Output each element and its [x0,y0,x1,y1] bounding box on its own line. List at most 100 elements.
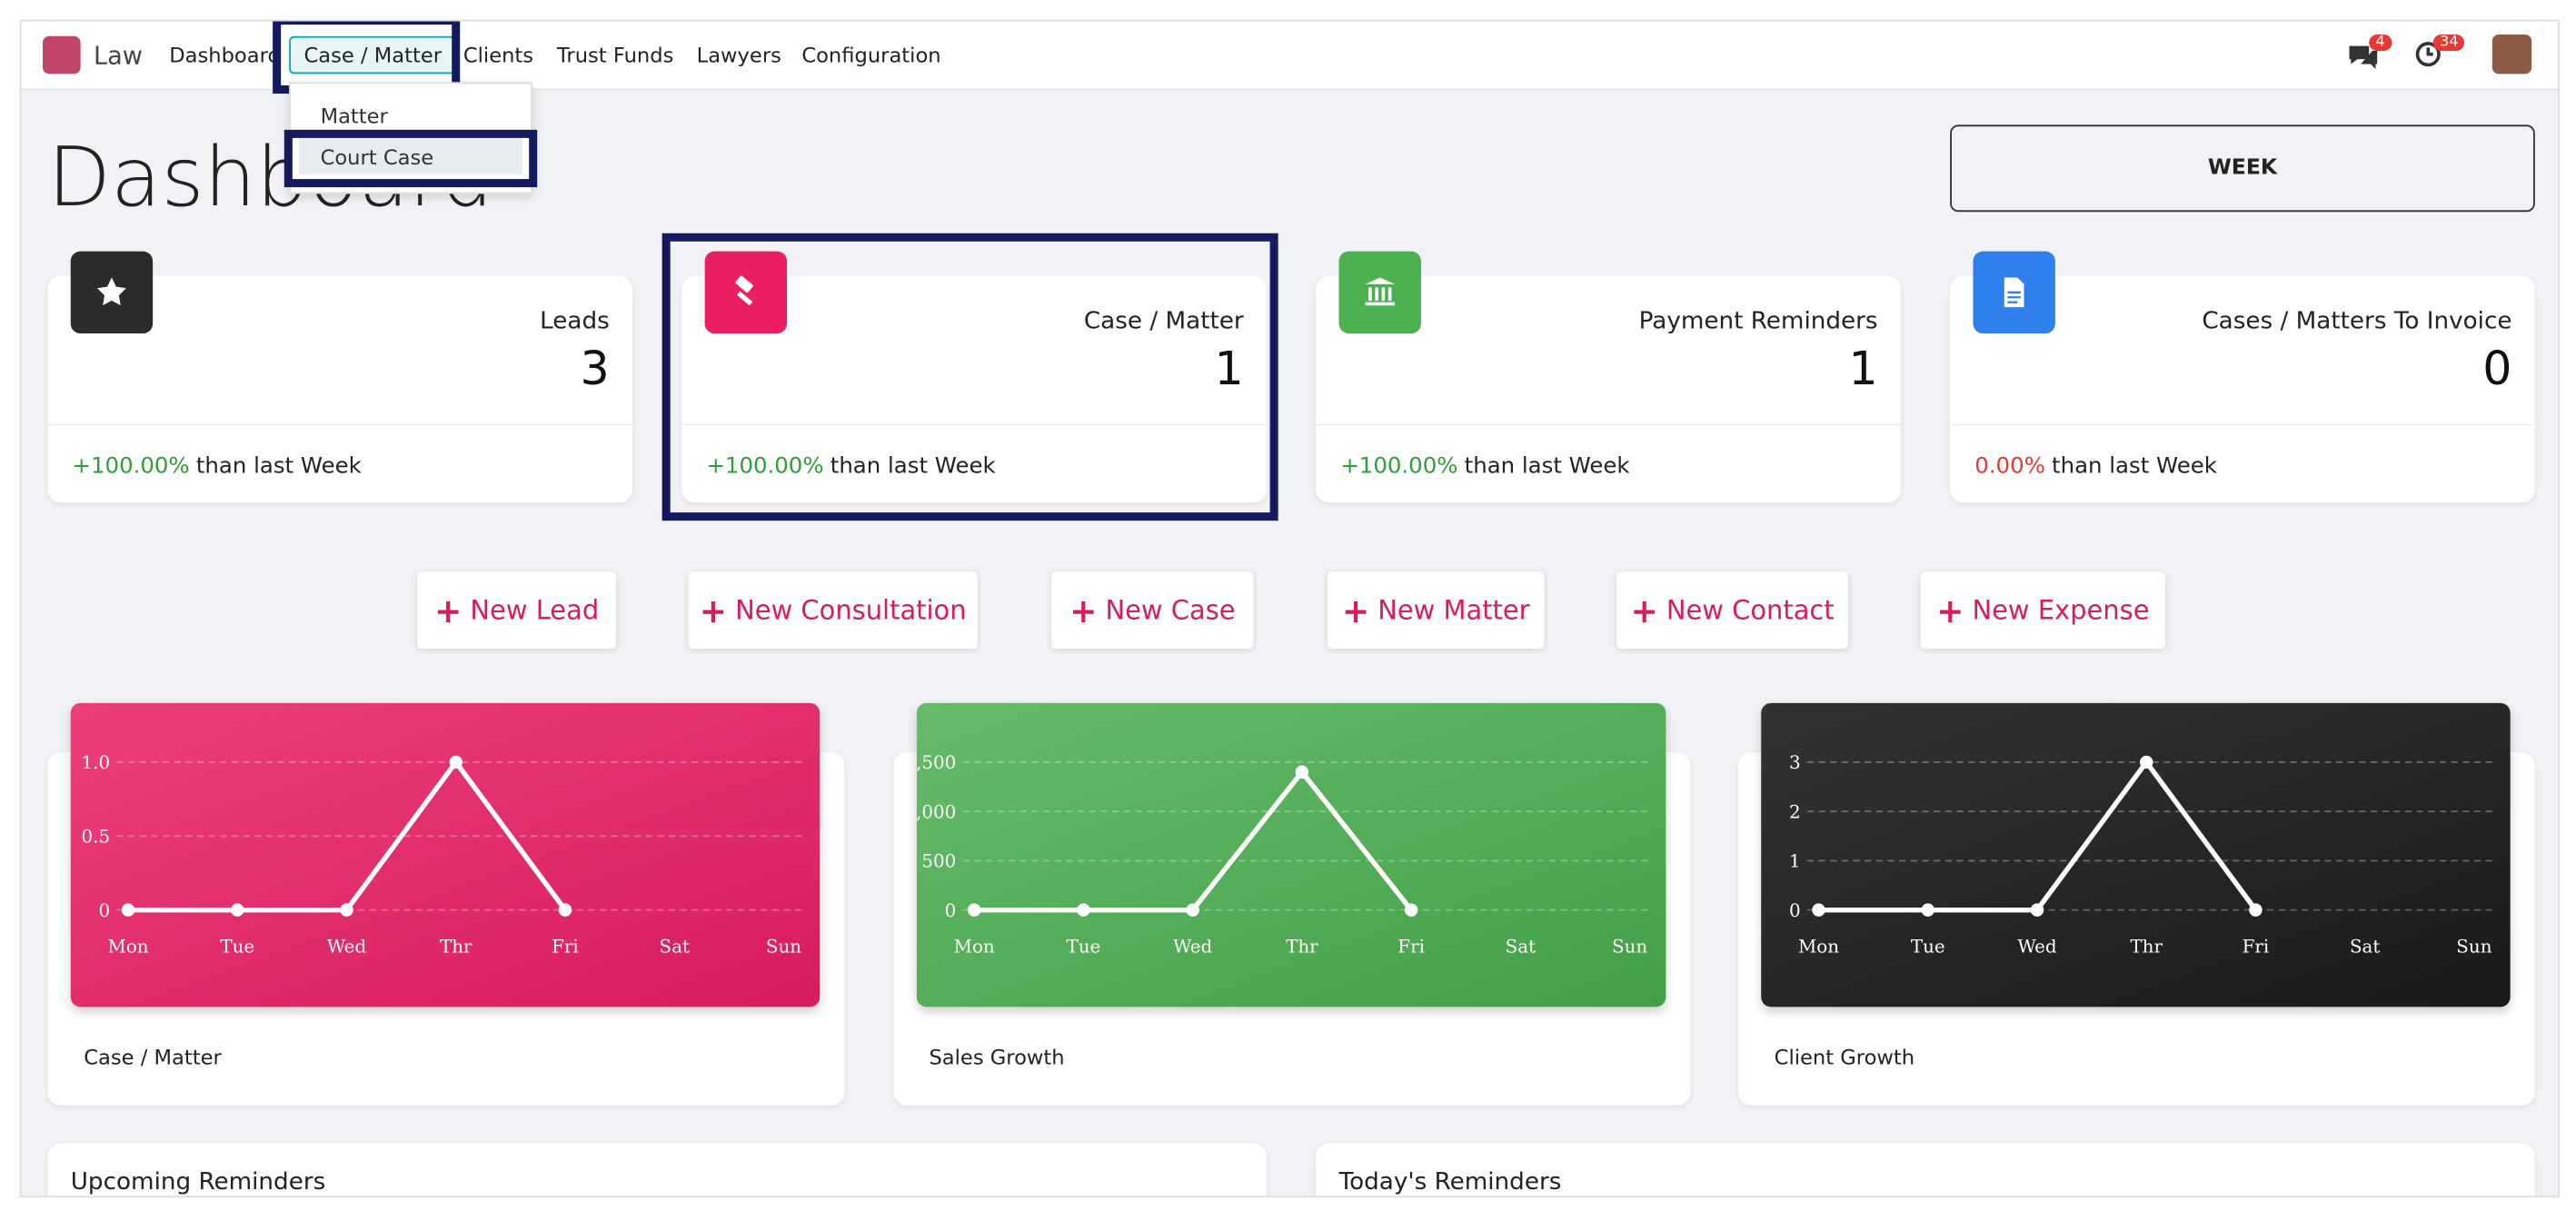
card-change-row: +100.00% than last Week [706,453,995,480]
button-label: New Consultation [735,594,967,626]
change-value: 0.00% [1974,453,2045,480]
data-point [2249,903,2263,917]
y-tick-label: 3 [1789,752,1801,773]
card-divider [681,423,1267,426]
nav-item[interactable]: Configuration [801,43,941,68]
card-icon [704,251,788,334]
chart: 0 1 2 3 Mon Tue Wed Thr Fri Sat Sun [1789,752,2494,958]
x-tick-label: Thr [1285,937,1318,958]
data-point [558,903,572,917]
messages-icon[interactable] [2344,38,2383,74]
period-button[interactable]: WEEK [1950,124,2535,213]
x-tick-label: Tue [1066,937,1100,958]
dropdown-item[interactable]: Court Case [320,144,434,170]
chart-label: Client Growth [1774,1044,1915,1070]
y-tick-label: 0 [944,900,956,921]
y-tick-label: 0 [98,900,110,921]
change-value: +100.00% [1340,453,1458,480]
plus-icon: + [699,590,728,630]
card-title: Leads [540,308,610,335]
card-title: Payment Reminders [1638,308,1878,335]
card-icon [1973,251,2055,334]
card-title: Cases / Matters To Invoice [2202,308,2512,335]
quick-action-button[interactable]: + New Expense [1920,571,2165,650]
x-tick-label: Mon [953,937,994,958]
nav-item[interactable]: Lawyers [696,43,781,68]
plus-icon: + [1630,590,1658,630]
x-tick-label: Mon [107,937,148,958]
card-divider [1316,423,1901,426]
chart-panel: 0 0.5 1.0 Mon Tue Wed Thr Fri Sat Sun [70,702,821,1008]
button-label: New Lead [470,594,600,626]
data-point [340,903,353,917]
x-tick-label: Wed [327,937,367,958]
dropdown-item[interactable]: Matter [320,103,388,129]
button-label: New Matter [1378,594,1530,626]
quick-action-button[interactable]: + New Matter [1327,571,1545,650]
button-label: New Contact [1666,594,1835,626]
x-tick-label: Thr [2130,937,2163,958]
card-title: Case / Matter [1083,308,1244,335]
button-label: New Case [1105,594,1236,626]
data-point [1294,765,1308,779]
y-tick-label: 2 [1789,801,1801,822]
plus-icon: + [434,590,462,630]
x-tick-label: Fri [2243,937,2270,958]
top-bar: Law Dashboard Case / Matter Clients Trus… [21,21,2559,91]
quick-action-button[interactable]: + New Lead [417,571,617,650]
reminders-title: Today's Reminders [1338,1169,1562,1196]
stat-card: Cases / Matters To Invoice 0 0.00% than las… [1950,275,2535,503]
chart-label: Case / Matter [84,1044,222,1070]
card-change-row: +100.00% than last Week [1340,453,1629,480]
highlight [661,233,1278,521]
x-tick-label: Sun [766,937,801,958]
chart-label: Sales Growth [929,1044,1065,1070]
nav-item-active[interactable]: Case / Matter [289,35,457,74]
card-change-row: +100.00% than last Week [73,453,362,480]
activities-badge: 34 [2432,34,2465,52]
y-tick-label: 0.5 [82,827,111,848]
app: Law Dashboard Case / Matter Clients Trus… [19,19,2560,1198]
change-suffix: than last Week [1464,453,1630,480]
data-line [973,768,1413,913]
card-change-row: 0.00% than last Week [1974,453,2217,480]
x-tick-label: Sun [2456,937,2491,958]
x-tick-label: Fri [552,937,579,958]
x-tick-label: Sat [659,937,689,958]
card-count: 0 [2482,342,2512,396]
x-tick-label: Fri [1397,937,1424,958]
plus-icon: + [1341,590,1370,630]
user-avatar[interactable] [2491,34,2532,74]
card-count: 1 [1848,342,1878,396]
activity-icon[interactable] [2413,39,2443,69]
change-value: +100.00% [706,453,824,480]
x-tick-label: Tue [220,937,254,958]
y-tick-label: 1.0 [82,752,111,773]
reminders-title: Upcoming Reminders [70,1169,326,1196]
x-tick-label: Mon [1798,937,1839,958]
quick-action-button[interactable]: + New Case [1051,571,1254,650]
app-name: Law [94,41,143,71]
y-tick-label: 1 [1789,851,1801,872]
change-suffix: than last Week [830,453,996,480]
y-tick-label: 0 [1789,900,1801,921]
x-tick-label: Sun [1611,937,1646,958]
data-point [1812,903,1825,917]
data-point [121,903,135,917]
quick-action-button[interactable]: + New Contact [1616,571,1849,650]
nav-item[interactable]: Trust Funds [556,43,674,68]
card-divider [47,423,633,426]
quick-action-button[interactable]: + New Consultation [688,571,978,650]
change-suffix: than last Week [195,453,362,480]
dropdown-menu: Matter Court Case [289,82,532,194]
data-point [2030,903,2044,917]
x-tick-label: Thr [440,937,472,958]
nav-item[interactable]: Dashboard [169,43,281,68]
data-point [1185,903,1198,917]
chart: 0 0.5 1.0 Mon Tue Wed Thr Fri Sat Sun [82,752,804,958]
change-value: +100.00% [72,453,190,480]
highlight [283,129,538,188]
nav-item[interactable]: Clients [462,43,534,68]
chart-panel: 0 1 2 3 Mon Tue Wed Thr Fri Sat Sun [1761,702,2511,1008]
